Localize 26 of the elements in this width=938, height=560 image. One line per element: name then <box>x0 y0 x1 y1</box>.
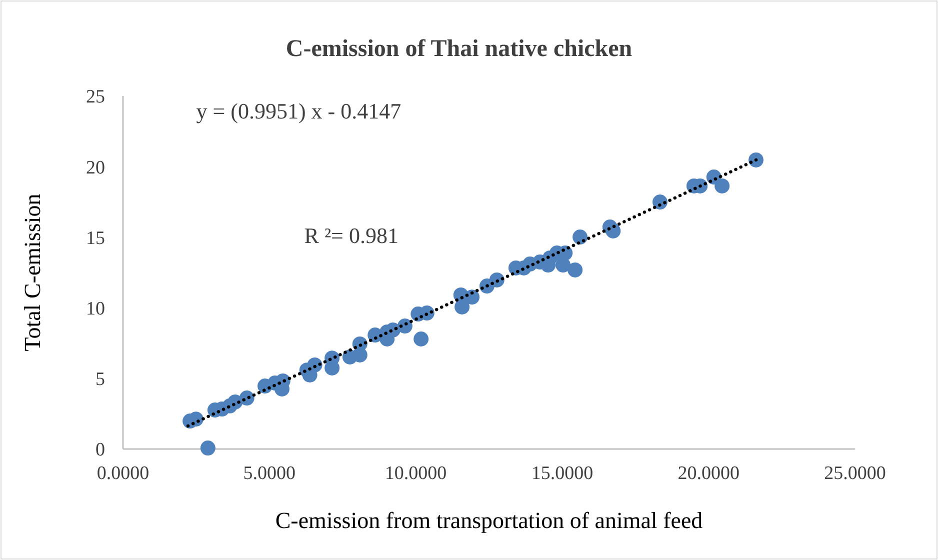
point <box>556 258 571 273</box>
x-tick-label: 25.0000 <box>824 463 886 484</box>
point <box>572 230 588 245</box>
y-tick-label: 5 <box>96 369 105 390</box>
point <box>748 152 764 168</box>
y-tick-label: 10 <box>86 298 105 320</box>
x-tick-label: 15.0000 <box>531 463 594 484</box>
y-axis-title: Total C-emission <box>20 193 45 352</box>
annotation: y = (0.9951) x - 0.4147 <box>196 98 402 124</box>
point <box>606 223 621 238</box>
y-tick-label: 20 <box>86 157 105 178</box>
chart-title: C-emission of Thai native chicken <box>286 36 632 62</box>
point <box>714 178 730 194</box>
annotation: R ²= 0.981 <box>304 222 398 248</box>
x-tick-label: 20.0000 <box>678 463 740 484</box>
y-tick-label: 25 <box>86 86 105 108</box>
point <box>568 262 583 278</box>
y-tick-label: 0 <box>96 440 105 461</box>
x-tick-label: 10.0000 <box>384 463 447 484</box>
y-tick-label: 15 <box>86 228 105 249</box>
x-tick-label: 0.0000 <box>96 463 150 484</box>
point <box>454 299 470 314</box>
point <box>414 332 429 347</box>
x-tick-label: 5.0000 <box>243 463 296 484</box>
point <box>200 440 216 456</box>
x-axis-title: C-emission from transportation of animal feed <box>275 508 704 533</box>
